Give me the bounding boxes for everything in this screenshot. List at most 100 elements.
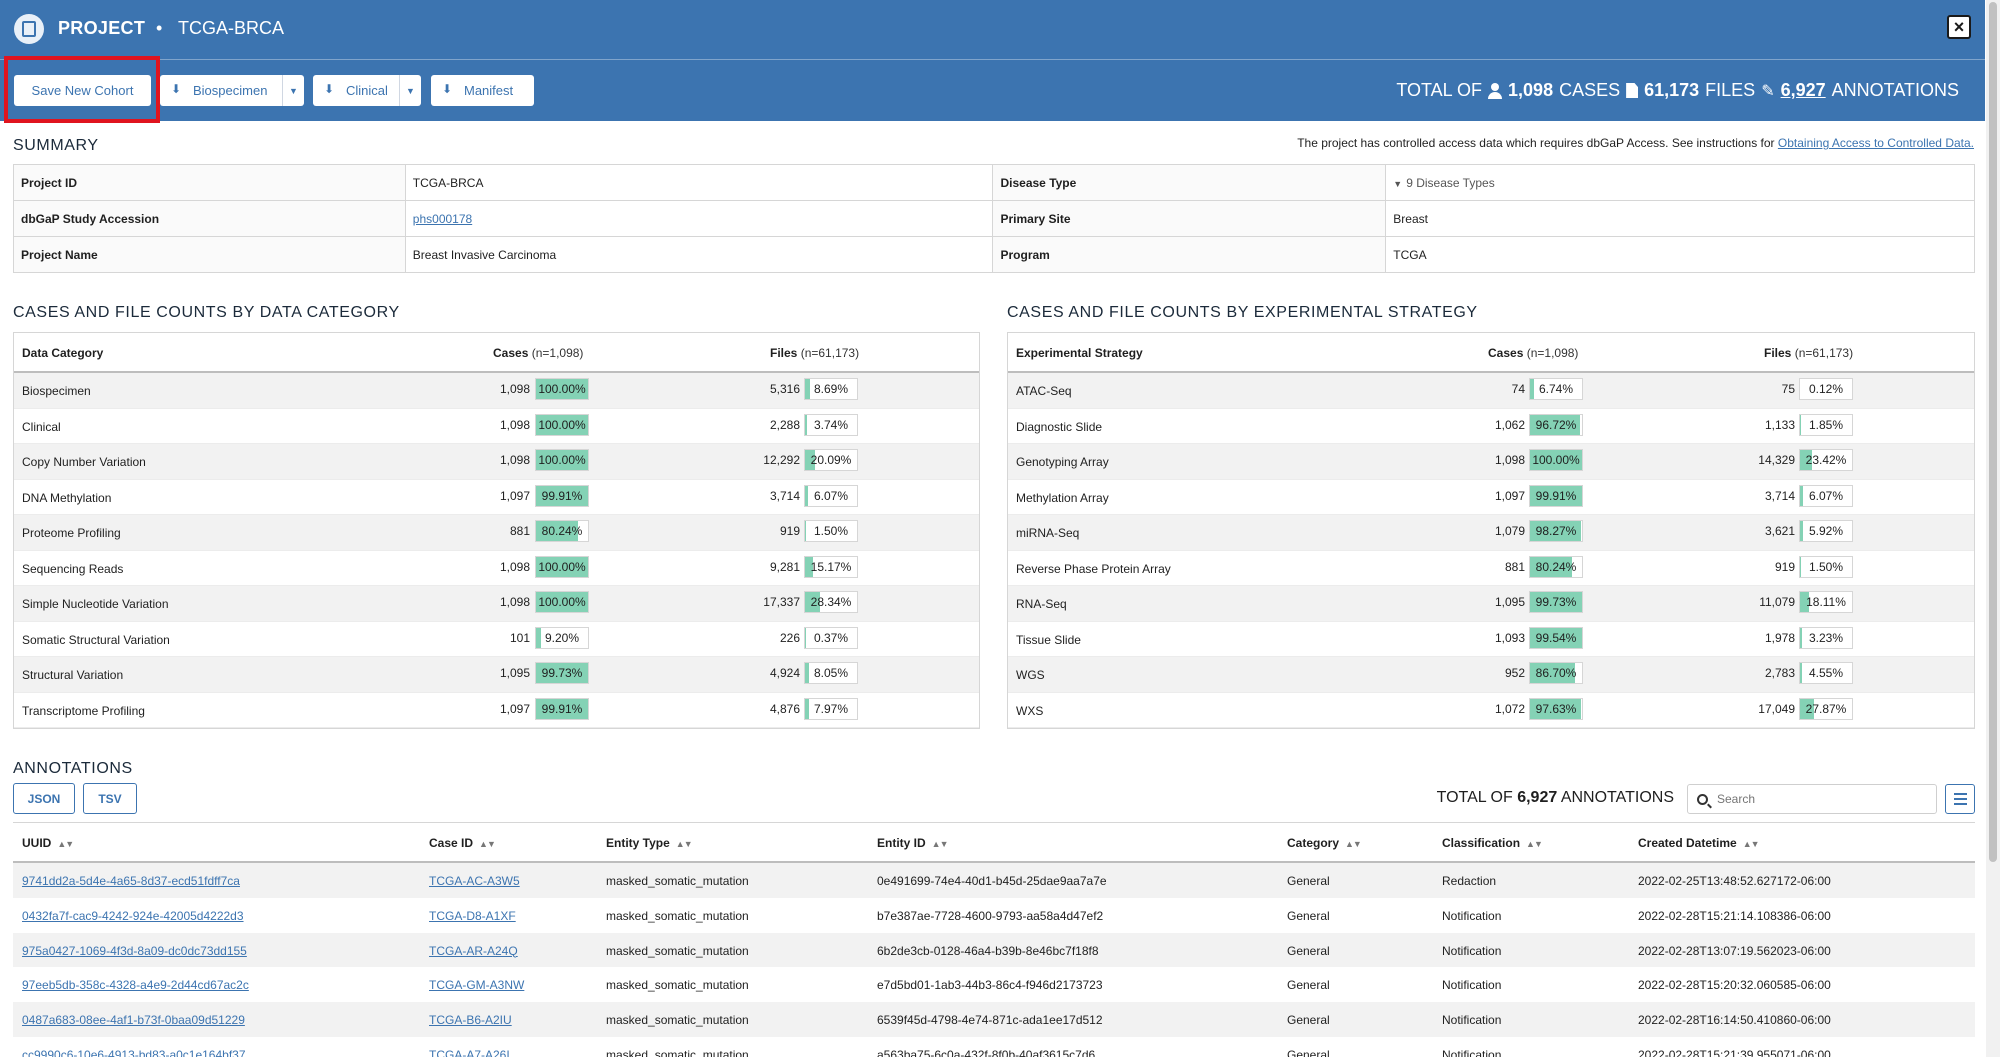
uuid-link[interactable]: 9741dd2a-5d4e-4a65-8d37-ecd51fdff7ca	[22, 874, 240, 888]
bar-fill	[536, 698, 588, 719]
vertical-scrollbar[interactable]	[1986, 0, 2000, 1057]
chevron-down-icon[interactable]: ▼	[282, 75, 304, 106]
cell: TCGA-AR-A24Q	[429, 944, 518, 958]
table-row: Reverse Phase Protein Array 881 80.24% 919 1…	[1008, 551, 1974, 586]
col-files: Files (n=61,173)	[770, 346, 859, 360]
column-header[interactable]: Created Datetime ▲▼	[1638, 836, 1760, 850]
cases-percent-bar: 96.72%	[1529, 413, 1583, 436]
column-header[interactable]: Entity ID ▲▼	[877, 836, 948, 850]
cases-percent-bar: 80.24%	[535, 520, 589, 542]
cell: Notification	[1442, 908, 1502, 923]
files-percent-bar: 28.34%	[804, 591, 858, 613]
case-id-link[interactable]: TCGA-AC-A3W5	[429, 874, 520, 888]
cell: 0e491699-74e4-40d1-b45d-25dae9aa7a7e	[877, 874, 1107, 888]
sort-icon[interactable]: ▲▼	[1345, 839, 1362, 849]
annotations-total-label: ANNOTATIONS	[1560, 789, 1674, 806]
sort-icon[interactable]: ▲▼	[57, 839, 74, 849]
column-header[interactable]: Classification ▲▼	[1442, 836, 1543, 850]
bar-fill	[536, 627, 541, 648]
summary-value: TCGA-BRCA	[404, 164, 994, 201]
cell: 6b2de3cb-0128-46a4-b39b-8e46bc7f18f8	[877, 943, 1099, 958]
table-row: Methylation Array 1,097 99.91% 3,714 6.07%	[1008, 480, 1974, 515]
dbgap-link[interactable]: phs000178	[412, 211, 473, 226]
controlled-access-link[interactable]: Obtaining Access to Controlled Data.	[1777, 136, 1974, 150]
scrollbar-thumb[interactable]	[1989, 2, 1997, 862]
table-row: ATAC-Seq 74 6.74% 75 0.12%	[1008, 373, 1974, 409]
tsv-download-button[interactable]: TSV	[83, 783, 137, 814]
column-settings-button[interactable]	[1945, 784, 1975, 814]
case-id-link[interactable]: TCGA-A7-A26I	[429, 1047, 510, 1057]
sort-icon[interactable]: ▲▼	[675, 839, 693, 849]
cases-percent-bar: 100.00%	[535, 413, 589, 436]
sort-icon[interactable]: ▲▼	[1526, 839, 1543, 849]
annotations-search[interactable]	[1687, 784, 1937, 814]
uuid-link[interactable]: 975a0427-1069-4f3d-8a09-dc0dc73dd155	[22, 943, 247, 958]
summary-row: dbGaP Study Accession phs000178 Primary …	[13, 200, 1975, 237]
cases-count: 1,098	[499, 417, 530, 432]
cell: Notification	[1442, 1013, 1502, 1028]
bar-fill	[1530, 627, 1582, 648]
annotations-count-link[interactable]: 6,927	[1780, 80, 1826, 100]
summary-key: Program	[992, 236, 1387, 273]
table-row: 97eeb5db-358c-4328-a4e9-2d44cd67ac2c TCGA…	[13, 967, 1975, 1002]
bar-fill	[805, 663, 810, 683]
bar-fill	[805, 556, 813, 577]
cases-percent-bar: 99.73%	[535, 662, 589, 684]
close-icon[interactable]: ×	[1947, 15, 1971, 39]
sort-icon[interactable]: ▲▼	[479, 839, 496, 849]
cases-percent: 98.27%	[1535, 524, 1577, 538]
save-new-cohort-button[interactable]: Save New Cohort	[14, 75, 151, 106]
column-header[interactable]: Entity Type ▲▼	[606, 836, 693, 850]
cell: 2022-02-28T15:21:39.955071-06:00	[1638, 1047, 1831, 1057]
column-label: Category	[1287, 836, 1340, 850]
cases-count: 881	[1504, 559, 1525, 574]
case-id-link[interactable]: TCGA-D8-A1XF	[429, 908, 516, 923]
case-id-link[interactable]: TCGA-GM-A3NW	[429, 978, 525, 993]
clinical-label: Clinical	[346, 83, 388, 98]
json-download-button[interactable]: JSON	[13, 783, 75, 814]
summary-key: Primary Site	[992, 200, 1387, 237]
files-count: 61,173	[1644, 80, 1700, 100]
column-header[interactable]: UUID ▲▼	[22, 836, 74, 850]
biospecimen-download-button[interactable]: Biospecimen ▼	[160, 75, 304, 106]
table-row: Proteome Profiling 881 80.24% 919 1.50%	[14, 515, 979, 551]
column-label: Classification	[1442, 836, 1521, 850]
cell: e7d5bd01-1ab3-44b3-86c4-f946d2173723	[877, 978, 1103, 993]
bar-fill	[1530, 379, 1534, 399]
table-header: Experimental Strategy Cases (n=1,098) Fi…	[1008, 333, 1974, 373]
chevron-down-icon[interactable]: ▼	[399, 75, 421, 106]
cases-percent-bar: 100.00%	[535, 591, 589, 613]
files-count: 3,621	[1764, 524, 1795, 538]
case-id-link[interactable]: TCGA-AR-A24Q	[429, 943, 518, 958]
files-count: 14,329	[1758, 453, 1795, 467]
column-header[interactable]: Category ▲▼	[1287, 836, 1362, 850]
row-name: Sequencing Reads	[22, 561, 124, 576]
col-cases-n: (n=1,098)	[1526, 346, 1579, 360]
files-percent-bar: 7.97%	[804, 697, 858, 720]
bar-fill	[805, 698, 810, 719]
sort-icon[interactable]: ▲▼	[1742, 839, 1760, 849]
files-percent: 20.09%	[810, 453, 852, 467]
row-name: Simple Nucleotide Variation	[22, 597, 169, 611]
table-row: Transcriptome Profiling 1,097 99.91% 4,876 7…	[14, 693, 979, 728]
row-name: Proteome Profiling	[22, 526, 121, 540]
manifest-download-button[interactable]: Manifest	[431, 75, 534, 106]
uuid-link[interactable]: 97eeb5db-358c-4328-a4e9-2d44cd67ac2c	[22, 978, 249, 993]
uuid-link[interactable]: cc9990c6-10e6-4913-bd83-a0c1e164bf37	[22, 1047, 246, 1057]
cases-count: 1,097	[499, 488, 530, 503]
uuid-link[interactable]: 0432fa7f-cac9-4242-924e-42005d4222d3	[22, 908, 244, 923]
uuid-link[interactable]: 0487a683-08ee-4af1-b73f-0baa09d51229	[22, 1013, 245, 1028]
files-percent: 4.55%	[1808, 666, 1844, 680]
cell: General	[1287, 1047, 1330, 1057]
column-header[interactable]: Case ID ▲▼	[429, 836, 496, 850]
search-input[interactable]	[1717, 792, 1917, 806]
clinical-download-button[interactable]: Clinical ▼	[313, 75, 421, 106]
title-separator: •	[156, 18, 163, 38]
disease-type-toggle[interactable]: ▼ 9 Disease Types	[1385, 164, 1975, 201]
sort-icon[interactable]: ▲▼	[931, 839, 949, 849]
bar-fill	[1530, 592, 1582, 612]
case-id-link[interactable]: TCGA-B6-A2IU	[429, 1013, 512, 1028]
files-count: 919	[1774, 559, 1795, 574]
column-label: UUID	[22, 836, 52, 850]
cell: masked_somatic_mutation	[606, 943, 749, 958]
